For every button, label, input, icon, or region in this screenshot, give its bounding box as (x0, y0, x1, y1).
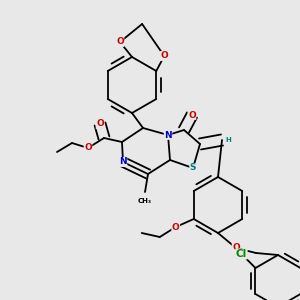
Text: O: O (96, 119, 104, 128)
Text: H: H (225, 137, 231, 143)
Text: O: O (84, 143, 92, 152)
Text: CH₃: CH₃ (138, 198, 152, 204)
Text: O: O (188, 110, 196, 119)
Text: S: S (190, 164, 196, 172)
Text: O: O (232, 244, 240, 253)
Text: O: O (160, 52, 168, 61)
Text: Cl: Cl (236, 249, 247, 259)
Text: O: O (172, 223, 180, 232)
Text: N: N (164, 130, 172, 140)
Text: O: O (116, 38, 124, 46)
Text: N: N (119, 158, 127, 166)
